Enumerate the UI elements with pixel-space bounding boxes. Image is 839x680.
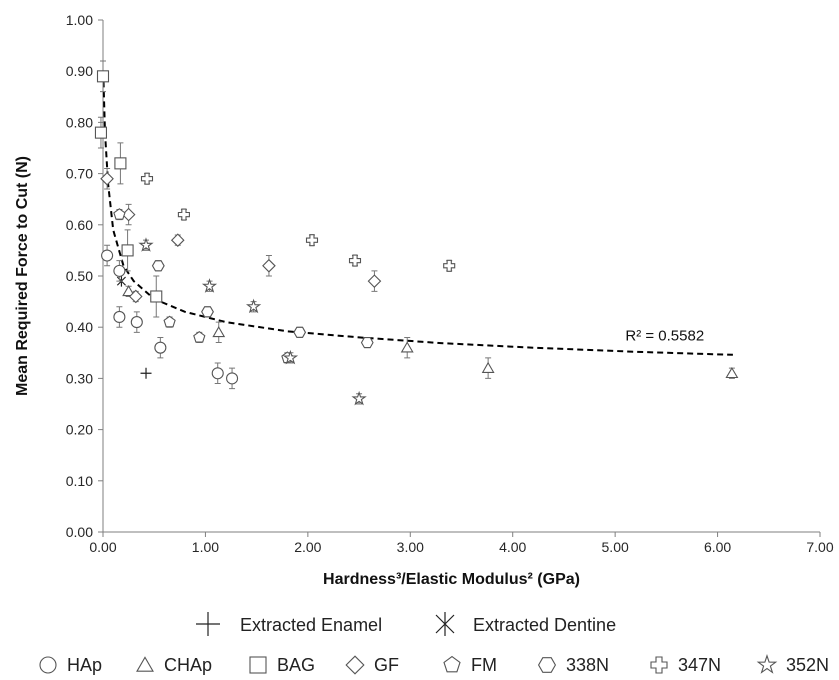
data-point [94,126,108,139]
data-point [113,264,126,277]
legend-marker [435,612,455,636]
legend-label: Extracted Enamel [240,615,382,635]
data-point [100,171,114,186]
series-extracted-enamel [140,367,152,379]
data-point [151,260,165,272]
data-point [367,274,382,288]
y-tick-label: 0.00 [66,524,93,540]
data-point [140,172,154,185]
legend-label: GF [374,655,399,675]
y-axis-title: Mean Required Force to Cut (N) [14,156,31,396]
y-tick-label: 1.00 [66,12,93,28]
data-point [725,367,739,379]
data-point [140,367,152,379]
legend-marker [196,612,220,636]
series-bag [94,60,163,318]
data-point [138,237,154,252]
y-tick-label: 0.30 [66,370,93,386]
legend-marker [443,655,461,673]
data-point [154,341,167,354]
x-tick-label: 6.00 [704,539,731,555]
series-chap [122,285,739,379]
data-point [282,349,299,365]
data-point [443,259,456,272]
y-tick-label: 0.40 [66,319,93,335]
data-point [193,331,206,343]
data-point [262,258,276,273]
series-gf [100,167,382,304]
x-tick-label: 3.00 [397,539,424,555]
legend-marker [345,655,365,675]
data-point [122,285,136,297]
data-point [305,234,319,247]
data-point [348,254,362,267]
y-tick-label: 0.20 [66,422,93,438]
trendline: R² = 0.5582 [102,81,733,356]
x-axis-title: Hardness³/Elastic Modulus² (GPa) [323,571,580,588]
data-point [113,208,126,220]
series-hap [101,244,239,390]
data-point [245,298,262,314]
data-point [400,341,414,353]
legend-marker [756,654,778,674]
trendline-path [102,81,733,356]
legend-label: BAG [277,655,315,675]
data-point [211,367,224,380]
legend-label: FM [471,655,497,675]
axes: 0.00 1.00 2.00 3.00 4.00 5.00 6.00 7.00 0.00 0.10… [14,12,834,588]
r-squared-annotation: R² = 0.5582 [625,328,704,345]
series-fm [113,208,294,364]
legend: Extracted Enamel Extracted Dentine HAp CHAp… [39,612,829,675]
data-point [163,315,176,328]
data-points [94,60,739,406]
x-tick-label: 1.00 [192,539,219,555]
data-point [293,326,307,338]
x-tick-label: 4.00 [499,539,526,555]
y-tick-label: 0.50 [66,268,93,284]
y-tick-label: 0.10 [66,473,93,489]
legend-label: HAp [67,655,102,675]
data-point [121,244,134,257]
series-347n [140,172,456,272]
data-point [113,310,126,324]
data-point [201,306,214,318]
legend-label: Extracted Dentine [473,615,616,635]
data-point [201,278,218,293]
y-tick-label: 0.90 [66,63,93,79]
data-point [150,290,163,303]
y-tick-label: 0.60 [66,217,93,233]
data-point [101,249,114,262]
data-point [130,316,143,329]
x-tick-label: 7.00 [806,539,833,555]
legend-marker [249,656,267,674]
legend-label: CHAp [164,655,212,675]
series-338n [151,260,374,349]
legend-marker [39,656,57,674]
data-point [351,390,367,406]
data-point [177,208,190,221]
legend-marker [136,656,154,672]
x-tick-label: 0.00 [89,539,116,555]
data-point [212,325,226,338]
legend-label: 347N [678,655,721,675]
series-352n [138,237,367,406]
legend-marker [650,656,668,674]
y-tick-label: 0.70 [66,166,93,182]
x-tick-label: 5.00 [602,539,629,555]
data-point [226,372,239,385]
data-point [170,233,185,247]
data-point [360,337,374,349]
legend-label: 352N [786,655,829,675]
y-tick-label: 0.80 [66,114,93,130]
data-point [481,361,495,373]
data-point [96,70,110,83]
data-point [114,157,127,170]
data-point [128,289,143,304]
legend-marker [537,657,557,673]
x-tick-label: 2.00 [294,539,321,555]
legend-label: 338N [566,655,609,675]
